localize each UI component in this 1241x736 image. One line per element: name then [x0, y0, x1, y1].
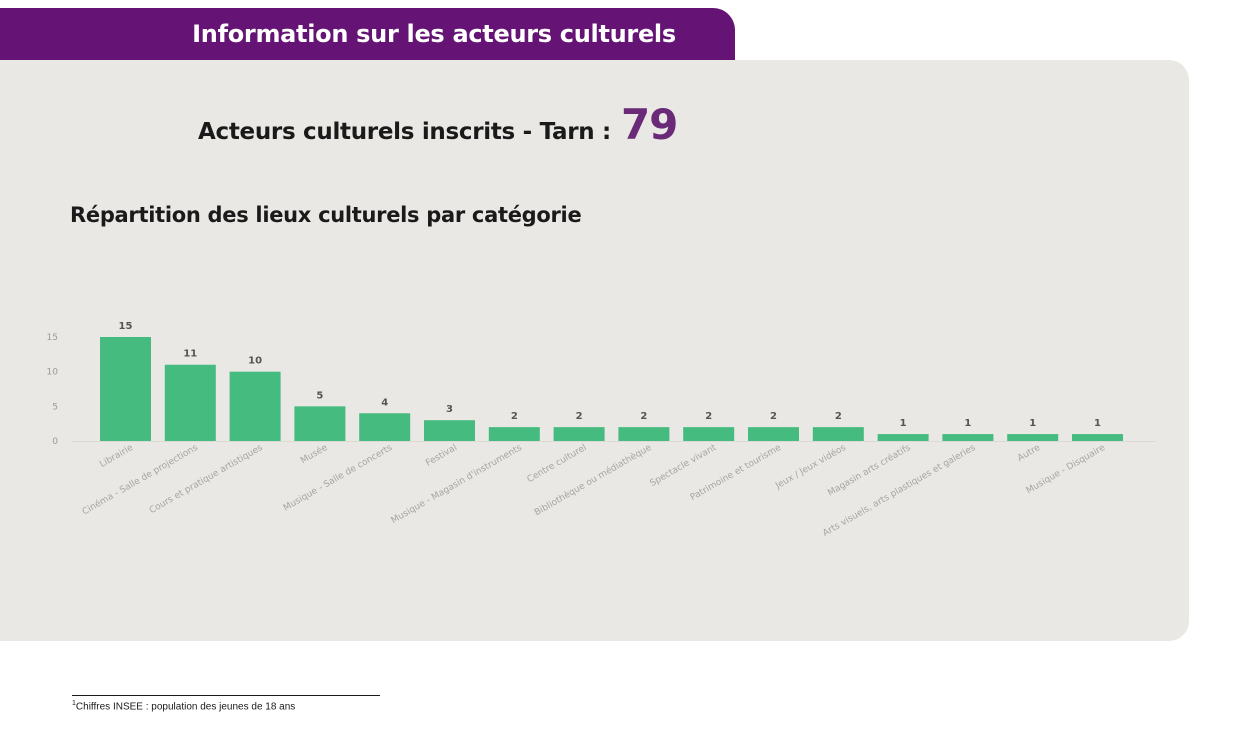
y-tick-label: 0 — [52, 437, 58, 447]
category-label: Musée — [299, 442, 330, 466]
category-label: Festival — [424, 443, 459, 469]
bar-value-label: 1 — [1029, 418, 1036, 429]
category-label: Autre — [1016, 443, 1043, 464]
bar-value-label: 2 — [576, 411, 583, 422]
category-label: Cinéma - Salle de projections — [80, 442, 200, 518]
bar-value-label: 2 — [511, 411, 518, 422]
content-panel — [0, 60, 1189, 641]
bar — [100, 337, 151, 441]
y-tick-label: 10 — [47, 368, 59, 378]
bar — [553, 427, 605, 441]
footnote: 1Chiffres INSEE : population des jeunes … — [72, 700, 295, 712]
registered-count-value: 79 — [620, 100, 678, 149]
bar-value-label: 15 — [119, 321, 133, 332]
header-banner: Information sur les acteurs culturels — [0, 8, 735, 60]
y-tick-label: 15 — [47, 333, 58, 343]
bar-value-label: 1 — [1094, 418, 1101, 429]
bar — [294, 406, 346, 441]
bar — [1007, 434, 1059, 441]
category-label: Bibliothèque ou médiathèque — [532, 442, 653, 518]
bar-value-label: 4 — [381, 397, 388, 408]
category-label: Musique - Magasin d'instruments — [390, 443, 524, 526]
bar-value-label: 1 — [900, 418, 907, 429]
bar — [229, 371, 281, 441]
category-label: Musique - Salle de concerts — [282, 443, 395, 514]
bar — [942, 434, 994, 441]
bar — [359, 413, 411, 441]
bar — [812, 427, 864, 441]
bar — [1072, 434, 1123, 441]
bar-value-label: 2 — [770, 411, 777, 422]
category-label: Cours et pratique artistiques — [148, 443, 265, 516]
registered-count-line: Acteurs culturels inscrits - Tarn : 79 — [198, 100, 678, 160]
bar — [683, 427, 735, 441]
footnote-marker: 1 — [72, 700, 76, 707]
footnote-text: Chiffres INSEE : population des jeunes d… — [75, 701, 296, 713]
bar-value-label: 10 — [248, 356, 262, 367]
bar-value-label: 2 — [705, 411, 712, 422]
bar-value-label: 5 — [316, 390, 323, 401]
bar — [877, 434, 929, 441]
chart-title: Répartition des lieux culturels par caté… — [70, 203, 582, 227]
bar — [164, 364, 216, 441]
footnote-rule — [72, 695, 380, 696]
bar — [488, 427, 540, 441]
y-tick-label: 5 — [52, 402, 58, 412]
bar — [618, 427, 670, 441]
bar-value-label: 1 — [964, 418, 971, 429]
category-label: Centre culturel — [526, 443, 589, 485]
bar-value-label: 2 — [640, 411, 647, 422]
category-label: Spectacle vivant — [649, 443, 719, 489]
category-label: Librairie — [98, 443, 135, 470]
bar-value-label: 2 — [835, 411, 842, 422]
bar-value-label: 3 — [446, 404, 453, 415]
registered-count-label: Acteurs culturels inscrits - Tarn : — [198, 119, 611, 145]
bar-value-label: 11 — [183, 349, 197, 360]
banner-title: Information sur les acteurs culturels — [192, 20, 676, 48]
bar — [748, 427, 799, 441]
bar — [424, 420, 475, 441]
